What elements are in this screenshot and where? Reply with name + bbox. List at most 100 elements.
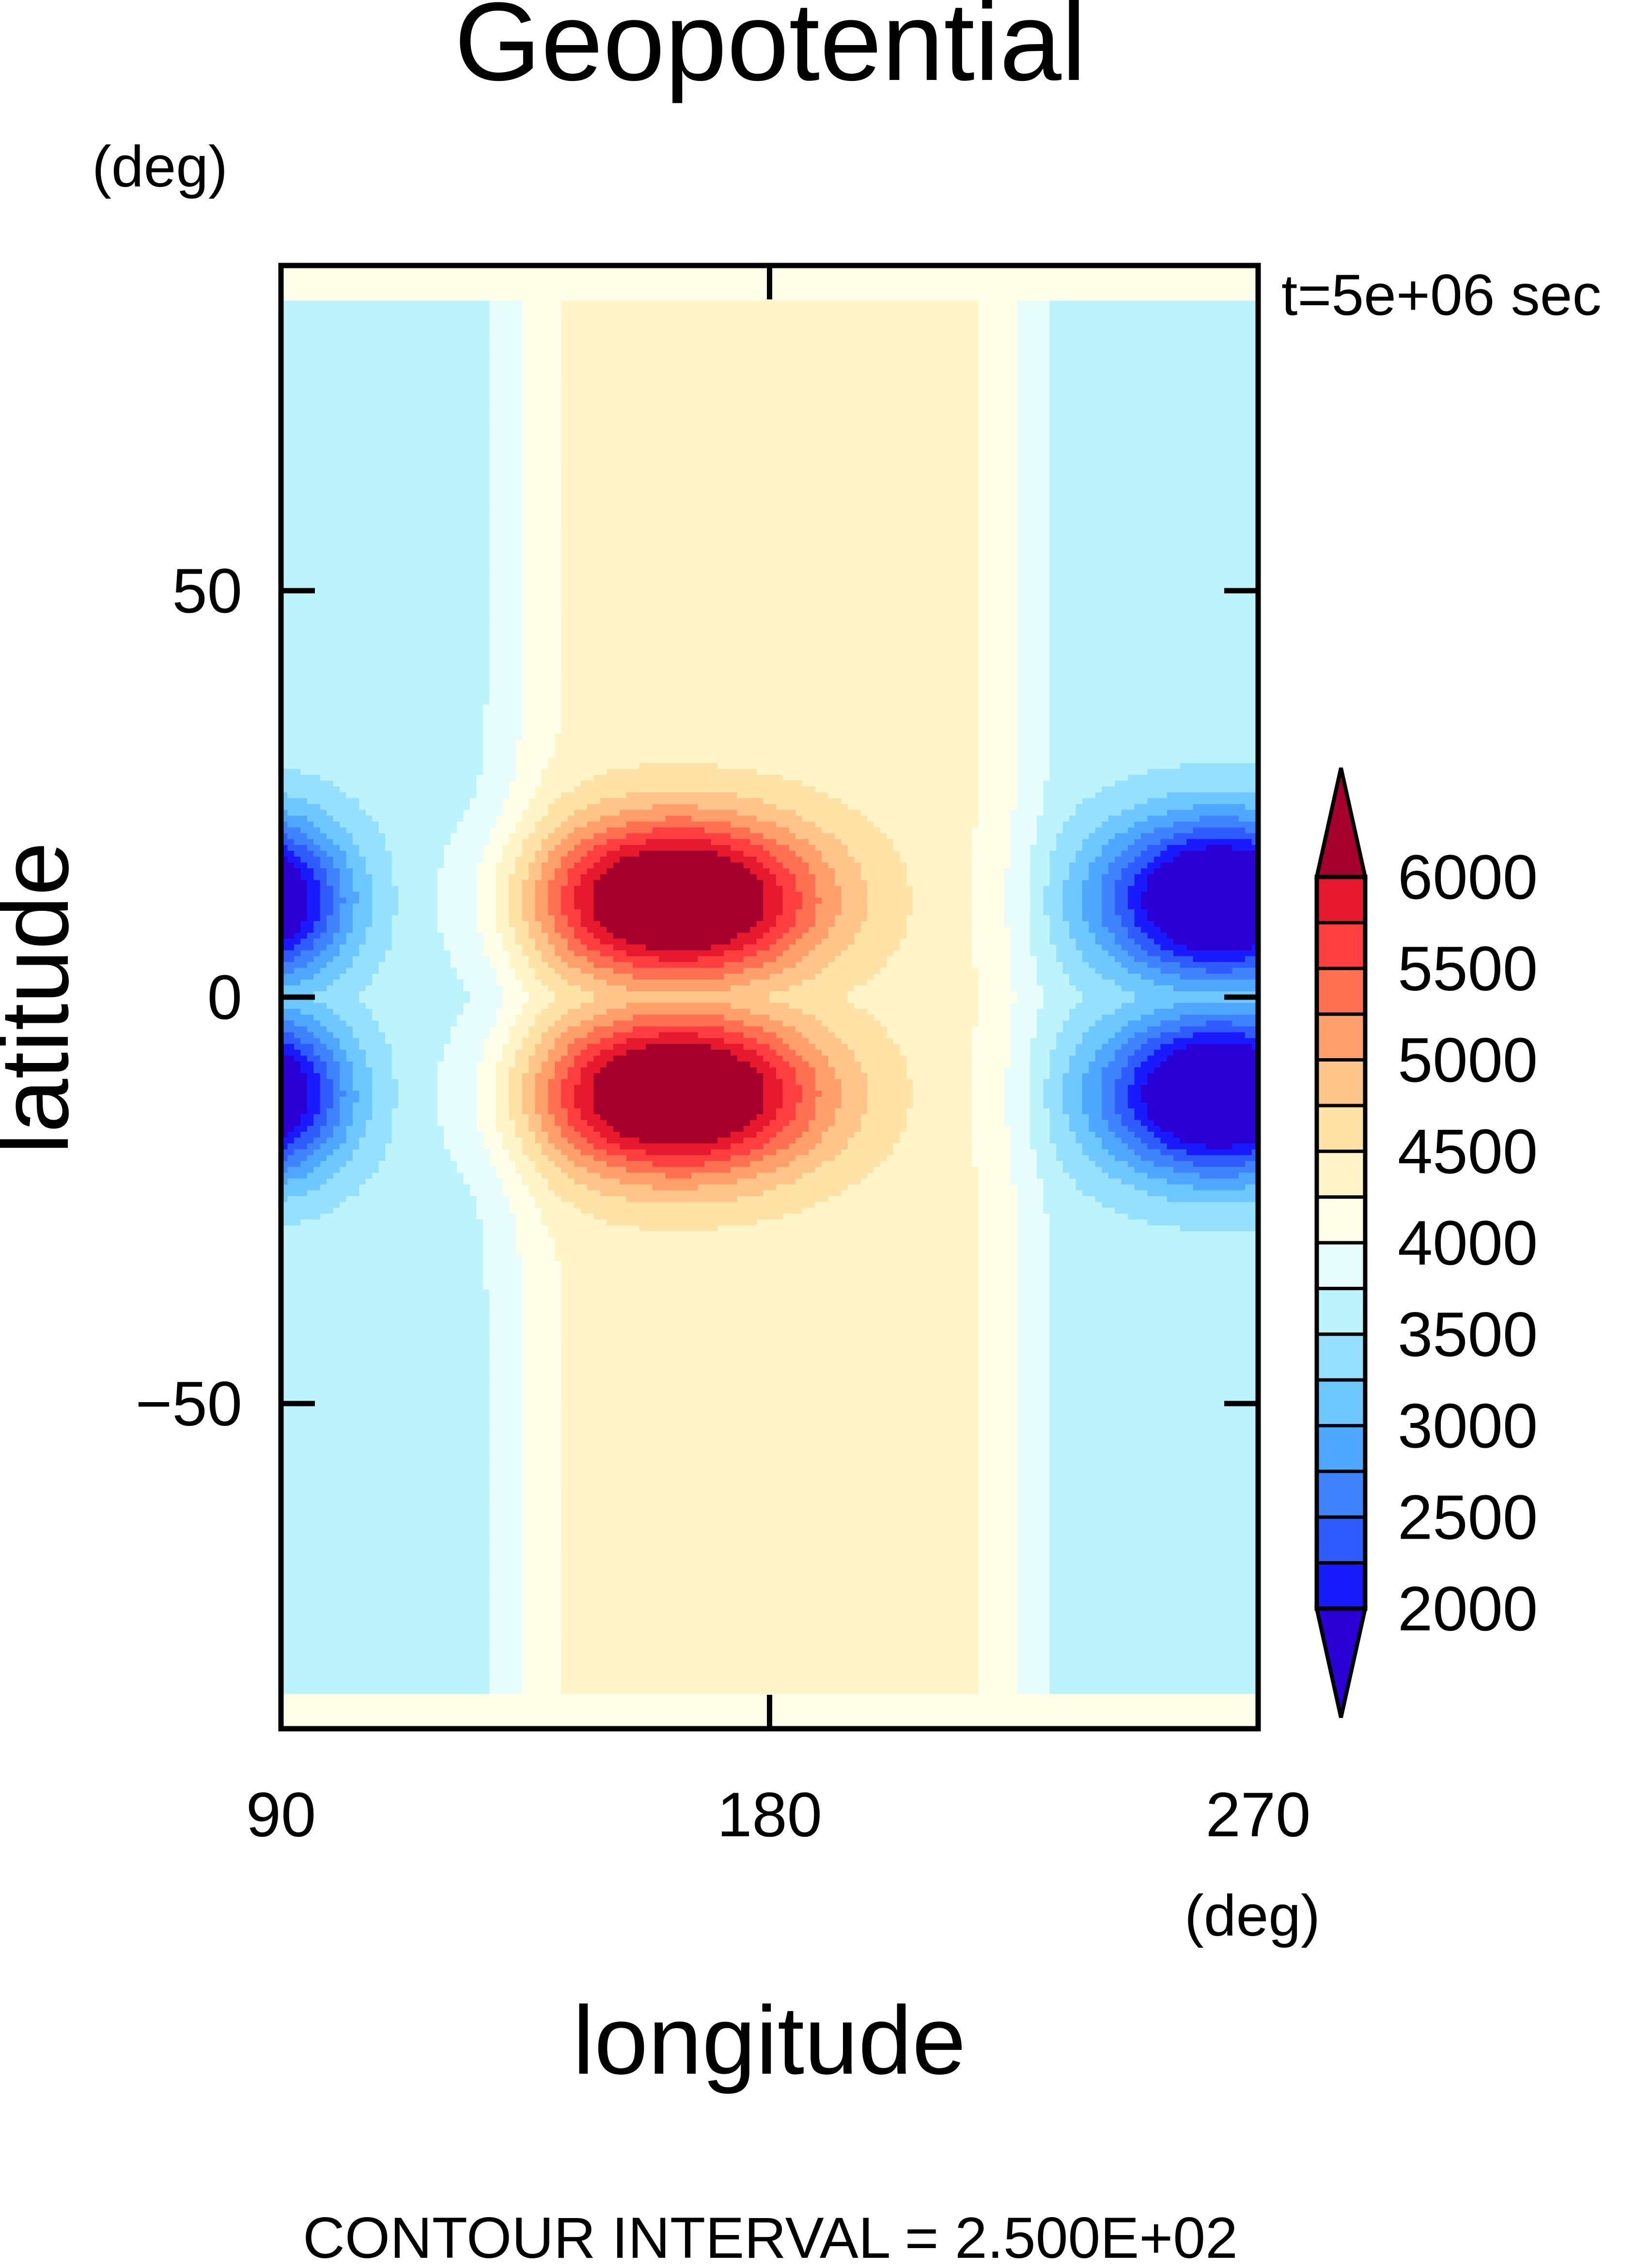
field-cell bbox=[1011, 1137, 1031, 1144]
field-cell bbox=[567, 874, 581, 881]
field-cell bbox=[1017, 587, 1050, 594]
field-cell bbox=[327, 1061, 340, 1068]
field-cell bbox=[281, 558, 490, 564]
field-cell bbox=[815, 915, 835, 922]
field-cell bbox=[756, 1038, 783, 1045]
field-cell bbox=[1011, 821, 1037, 828]
field-cell bbox=[1043, 1207, 1115, 1214]
field-cell bbox=[489, 464, 523, 471]
field-cell bbox=[1193, 804, 1246, 811]
field-cell bbox=[1030, 868, 1050, 875]
field-cell bbox=[515, 968, 536, 974]
field-cell bbox=[854, 1049, 901, 1056]
field-cell bbox=[1108, 1038, 1128, 1045]
field-cell bbox=[1121, 1137, 1141, 1144]
field-cell bbox=[1017, 1582, 1050, 1589]
field-cell bbox=[1049, 576, 1258, 582]
field-cell bbox=[385, 1032, 451, 1039]
field-cell bbox=[333, 1055, 347, 1062]
field-cell bbox=[522, 1079, 536, 1085]
field-cell bbox=[587, 927, 608, 933]
field-cell bbox=[561, 1641, 979, 1647]
field-cell bbox=[906, 927, 972, 933]
field-cell bbox=[1049, 1430, 1258, 1437]
field-cell bbox=[561, 1354, 979, 1360]
field-cell bbox=[398, 1085, 438, 1092]
field-cell bbox=[281, 722, 483, 729]
field-cell bbox=[1049, 751, 1258, 758]
field-cell bbox=[1102, 1085, 1115, 1092]
field-cell bbox=[1128, 950, 1148, 957]
field-cell bbox=[391, 1131, 444, 1138]
field-cell bbox=[509, 1155, 529, 1162]
field-cell bbox=[502, 1055, 516, 1062]
field-cell bbox=[561, 605, 979, 611]
field-cell bbox=[340, 1120, 353, 1126]
field-cell bbox=[1082, 1190, 1148, 1197]
field-cell bbox=[561, 1348, 979, 1355]
field-cell bbox=[600, 950, 627, 957]
field-cell bbox=[352, 962, 379, 969]
field-cell bbox=[307, 1026, 327, 1033]
field-cell bbox=[1049, 1688, 1258, 1694]
field-cell bbox=[281, 441, 490, 448]
field-cell bbox=[906, 933, 972, 939]
field-cell bbox=[281, 423, 490, 430]
field-cell bbox=[567, 1044, 588, 1050]
field-cell bbox=[652, 1161, 705, 1168]
field-cell bbox=[391, 938, 444, 945]
field-cell bbox=[281, 464, 490, 471]
field-cell bbox=[320, 1038, 340, 1045]
colorbar-band bbox=[1317, 1151, 1365, 1198]
field-cell bbox=[365, 857, 392, 863]
field-cell bbox=[1030, 891, 1044, 898]
field-cell bbox=[1036, 973, 1070, 980]
field-cell bbox=[457, 1161, 490, 1168]
field-cell bbox=[763, 897, 783, 904]
field-cell bbox=[522, 944, 536, 951]
field-cell bbox=[398, 1079, 438, 1085]
field-cell bbox=[795, 909, 816, 916]
field-cell bbox=[841, 1102, 868, 1109]
field-cell bbox=[1011, 1126, 1031, 1132]
field-cell bbox=[1011, 833, 1037, 840]
field-cell bbox=[1011, 1044, 1031, 1050]
field-cell bbox=[463, 810, 503, 816]
field-cell bbox=[359, 1137, 392, 1144]
field-cell bbox=[1245, 804, 1258, 811]
field-cell bbox=[815, 1202, 979, 1208]
field-cell bbox=[463, 1173, 497, 1179]
colorbar-band bbox=[1317, 877, 1365, 923]
field-cell bbox=[391, 944, 444, 951]
field-cell bbox=[281, 1389, 490, 1396]
field-cell bbox=[906, 1120, 972, 1126]
field-cell bbox=[1017, 1471, 1050, 1478]
field-cell bbox=[1102, 921, 1122, 927]
field-cell bbox=[320, 857, 334, 863]
field-cell bbox=[769, 991, 848, 998]
field-cell bbox=[1049, 646, 1258, 653]
field-cell bbox=[561, 897, 575, 904]
field-cell bbox=[1017, 576, 1050, 582]
field-cell bbox=[281, 1664, 490, 1671]
field-cell bbox=[476, 792, 510, 799]
field-cell bbox=[359, 1096, 373, 1103]
field-cell bbox=[1134, 1167, 1174, 1173]
field-cell bbox=[281, 798, 308, 805]
field-cell bbox=[509, 1114, 529, 1121]
field-cell bbox=[489, 1407, 523, 1413]
field-cell bbox=[1147, 862, 1161, 869]
field-cell bbox=[281, 973, 314, 980]
field-cell bbox=[1017, 640, 1050, 646]
field-cell bbox=[1056, 950, 1083, 957]
field-cell bbox=[307, 798, 360, 805]
field-cell bbox=[561, 1319, 979, 1326]
field-cell bbox=[1160, 944, 1187, 951]
field-cell bbox=[1049, 1518, 1258, 1524]
field-cell bbox=[567, 1155, 594, 1162]
field-cell bbox=[561, 1430, 979, 1437]
field-cell bbox=[763, 886, 783, 892]
field-cell bbox=[529, 991, 555, 998]
field-cell bbox=[359, 891, 373, 898]
field-cell bbox=[1082, 1096, 1102, 1103]
